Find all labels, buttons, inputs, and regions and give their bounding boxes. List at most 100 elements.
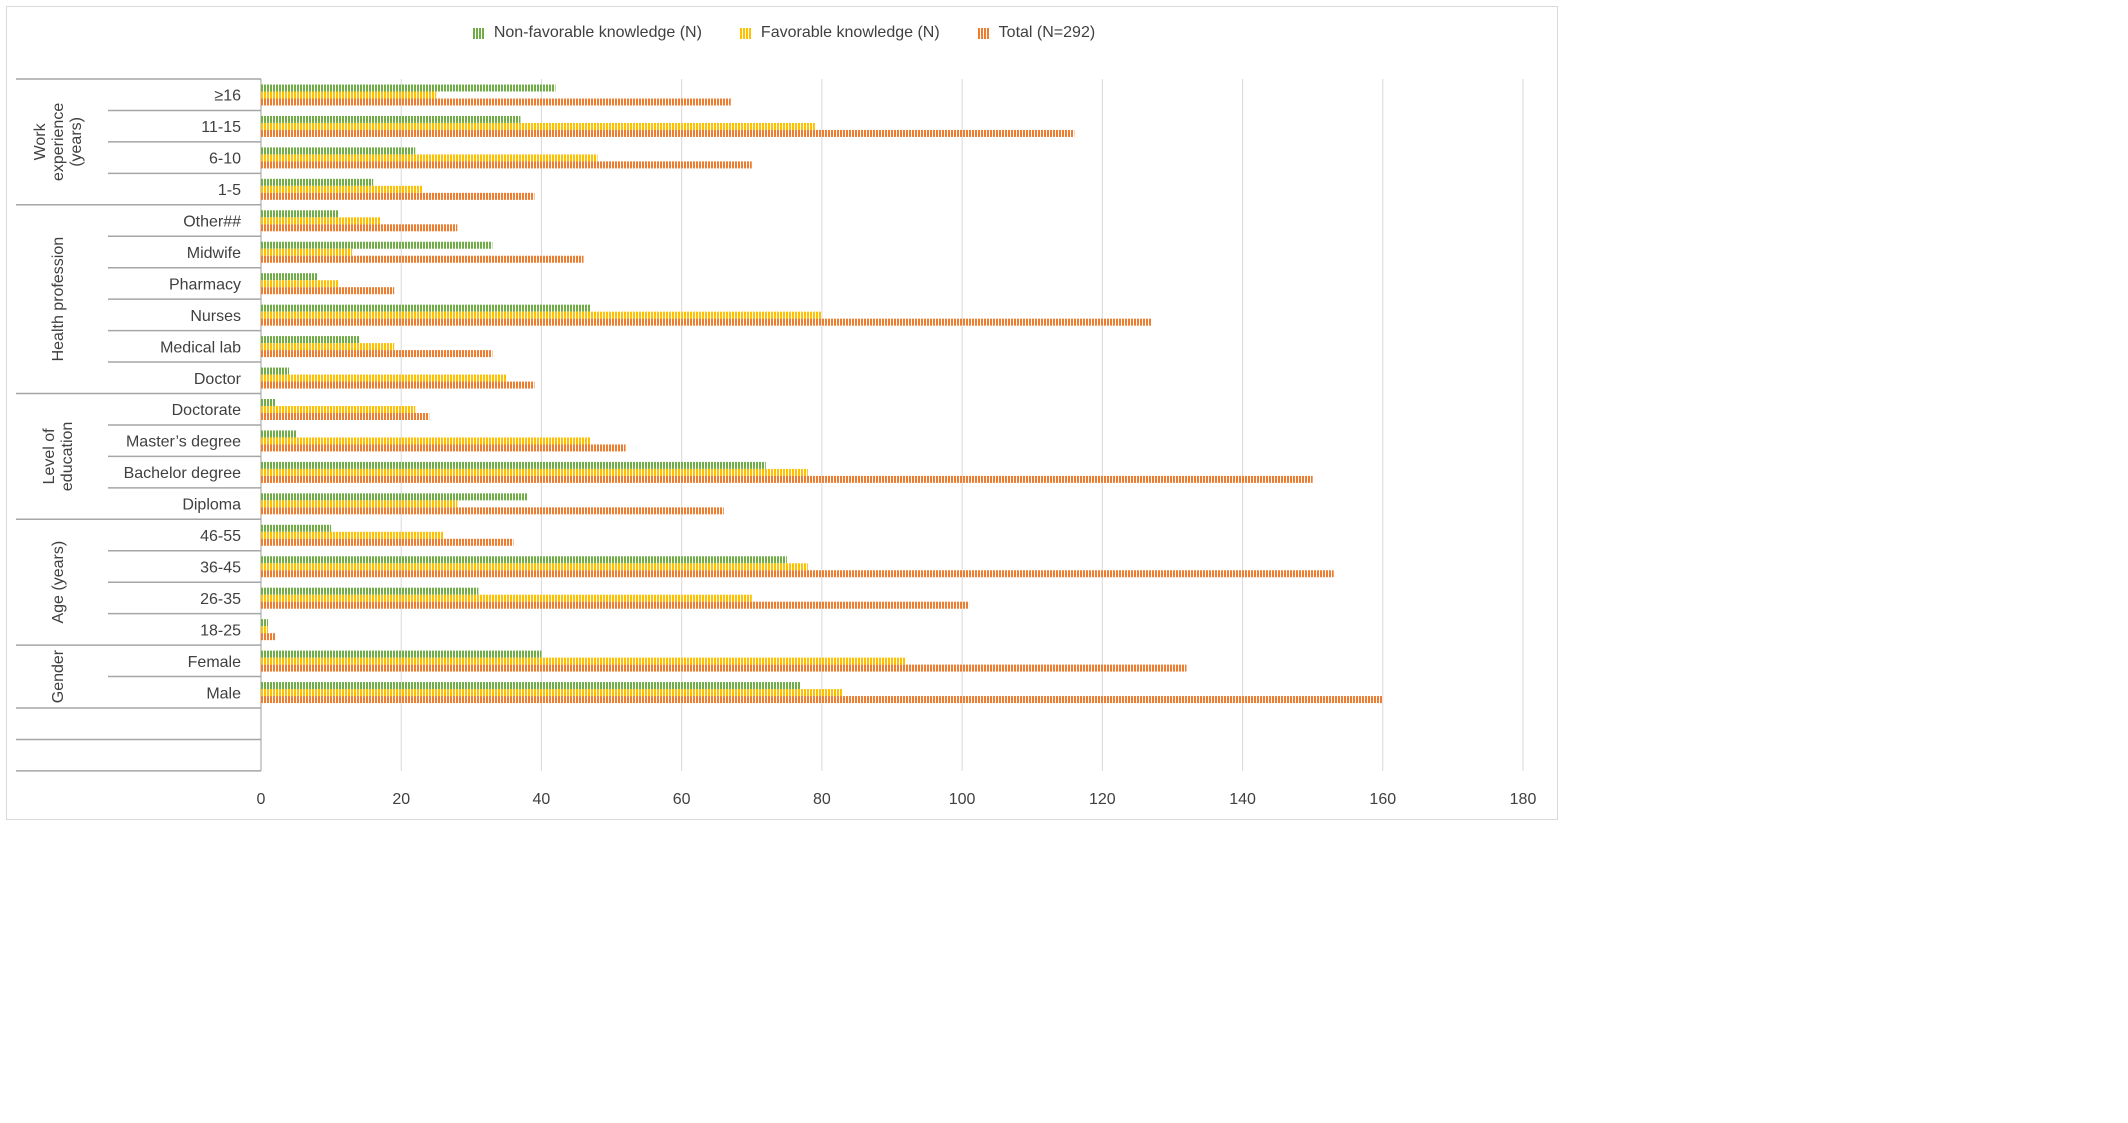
bar-chart: ≥16 11-15 6-10 1-5 Other## Midwife Pharmacy Nur… [16,78,1537,808]
x-tick-label-20: 20 [392,791,410,808]
bar-total-n-292-bachelor-degree [261,475,1313,483]
x-tick-label-100: 100 [949,791,976,808]
legend-item-favorable: Favorable knowledge (N) [739,24,940,42]
category-label-diploma: Diploma [182,497,241,514]
legend-label-non-favorable: Non-favorable knowledge (N) [493,24,702,41]
bar-total-n-292-medical-lab [261,350,493,358]
bar-non-favorable-knowledge-n-16 [261,84,556,92]
x-tick-label-80: 80 [813,791,831,808]
category-label-36-45: 36-45 [200,559,241,576]
category-label-other: Other## [183,214,241,231]
category-label-bachelor-degree: Bachelor degree [124,465,242,482]
x-tick-label-180: 180 [1510,791,1537,808]
bars [261,84,1383,704]
bar-favorable-knowledge-n-26-35 [261,594,752,602]
bar-favorable-knowledge-n-doctorate [261,406,416,413]
bar-non-favorable-knowledge-n-1-5 [261,178,374,186]
category-label-26-35: 26-35 [200,591,241,608]
bar-favorable-knowledge-n-16 [261,91,437,99]
legend-label-total: Total (N=292) [998,24,1096,41]
bar-non-favorable-knowledge-n-doctorate [261,399,276,406]
bar-non-favorable-knowledge-n-nurses [261,304,591,312]
legend-item-non-favorable: Non-favorable knowledge (N) [472,24,702,42]
bar-total-n-292-pharmacy [261,287,395,295]
group-label-health-profession: Health profession [50,237,67,362]
bar-favorable-knowledge-n-18-25 [261,626,269,634]
category-label-6-10: 6-10 [209,151,241,168]
bar-favorable-knowledge-n-bachelor-degree [261,468,808,476]
bar-total-n-292-16 [261,98,731,106]
bar-favorable-knowledge-n-medical-lab [261,343,395,351]
category-axis: ≥16 11-15 6-10 1-5 Other## Midwife Pharmacy Nur… [16,78,262,772]
bar-total-n-292-46-55 [261,538,514,546]
bar-total-n-292-midwife [261,255,584,263]
legend-label-favorable: Favorable knowledge (N) [760,24,940,41]
bar-non-favorable-knowledge-n-female [261,650,542,658]
x-axis-tick-labels: 0 20 40 60 80 100 120 140 160 180 [257,791,1537,808]
x-tick-label-40: 40 [533,791,551,808]
bar-favorable-knowledge-n-other [261,217,381,225]
bar-total-n-292-doctor [261,381,535,389]
category-label-medical-lab: Medical lab [160,339,241,356]
bar-total-n-292-other [261,224,458,232]
bar-favorable-knowledge-n-nurses [261,311,822,319]
bar-total-n-292-36-45 [261,570,1334,578]
category-label-male: Male [206,685,241,702]
category-label-46-55: 46-55 [200,528,241,545]
x-tick-label-60: 60 [673,791,691,808]
x-tick-label-120: 120 [1089,791,1116,808]
bar-favorable-knowledge-n-diploma [261,500,458,508]
bar-favorable-knowledge-n-pharmacy [261,280,339,288]
bar-favorable-knowledge-n-male [261,689,843,697]
bar-favorable-knowledge-n-master-s-degree [261,437,591,445]
bar-total-n-292-male [261,696,1383,704]
category-label-female: Female [188,654,241,671]
bar-non-favorable-knowledge-n-medical-lab [261,336,360,344]
bar-total-n-292-master-s-degree [261,444,626,452]
category-label-doctorate: Doctorate [172,402,241,419]
bar-favorable-knowledge-n-doctor [261,374,507,382]
bar-total-n-292-6-10 [261,161,752,169]
category-label-nurses: Nurses [190,308,241,325]
bar-total-n-292-female [261,664,1187,672]
category-label-11-15: 11-15 [201,119,241,136]
bar-non-favorable-knowledge-n-36-45 [261,556,787,564]
group-label-work-experience-years: Workexperience(years) [32,103,85,181]
legend: Non-favorable knowledge (N) Favorable kn… [0,24,1568,42]
group-label-age-years: Age (years) [50,541,67,624]
bar-favorable-knowledge-n-female [261,657,907,665]
bar-non-favorable-knowledge-n-26-35 [261,587,479,595]
category-label-pharmacy: Pharmacy [169,276,241,293]
x-tick-label-0: 0 [257,791,266,808]
gridlines [400,79,1524,771]
bar-total-n-292-nurses [261,318,1152,326]
bar-non-favorable-knowledge-n-bachelor-degree [261,461,766,469]
category-label-1-5: 1-5 [218,182,241,199]
bar-favorable-knowledge-n-36-45 [261,563,808,571]
category-label-16: ≥16 [214,88,241,105]
x-tick-label-160: 160 [1369,791,1396,808]
bar-favorable-knowledge-n-11-15 [261,122,815,130]
bar-total-n-292-11-15 [261,129,1075,137]
bar-total-n-292-1-5 [261,192,535,200]
group-label-level-of-education: Level ofeducation [41,422,76,491]
group-label-gender: Gender [50,649,67,703]
x-tick-label-140: 140 [1229,791,1256,808]
legend-swatch-favorable [739,27,751,39]
bar-total-n-292-diploma [261,507,724,515]
bar-favorable-knowledge-n-midwife [261,248,353,256]
legend-swatch-total [977,27,989,39]
category-label-midwife: Midwife [187,245,241,262]
bar-non-favorable-knowledge-n-master-s-degree [261,430,297,438]
bar-total-n-292-26-35 [261,601,970,609]
bar-total-n-292-doctorate [261,413,430,420]
bar-non-favorable-knowledge-n-46-55 [261,524,332,532]
bar-non-favorable-knowledge-n-11-15 [261,115,521,123]
bar-non-favorable-knowledge-n-doctor [261,367,290,375]
bar-non-favorable-knowledge-n-other [261,210,339,218]
category-label-doctor: Doctor [194,371,242,388]
bar-non-favorable-knowledge-n-18-25 [261,619,269,627]
bar-non-favorable-knowledge-n-midwife [261,241,493,249]
bar-favorable-knowledge-n-46-55 [261,531,444,539]
bar-total-n-292-18-25 [261,633,276,641]
